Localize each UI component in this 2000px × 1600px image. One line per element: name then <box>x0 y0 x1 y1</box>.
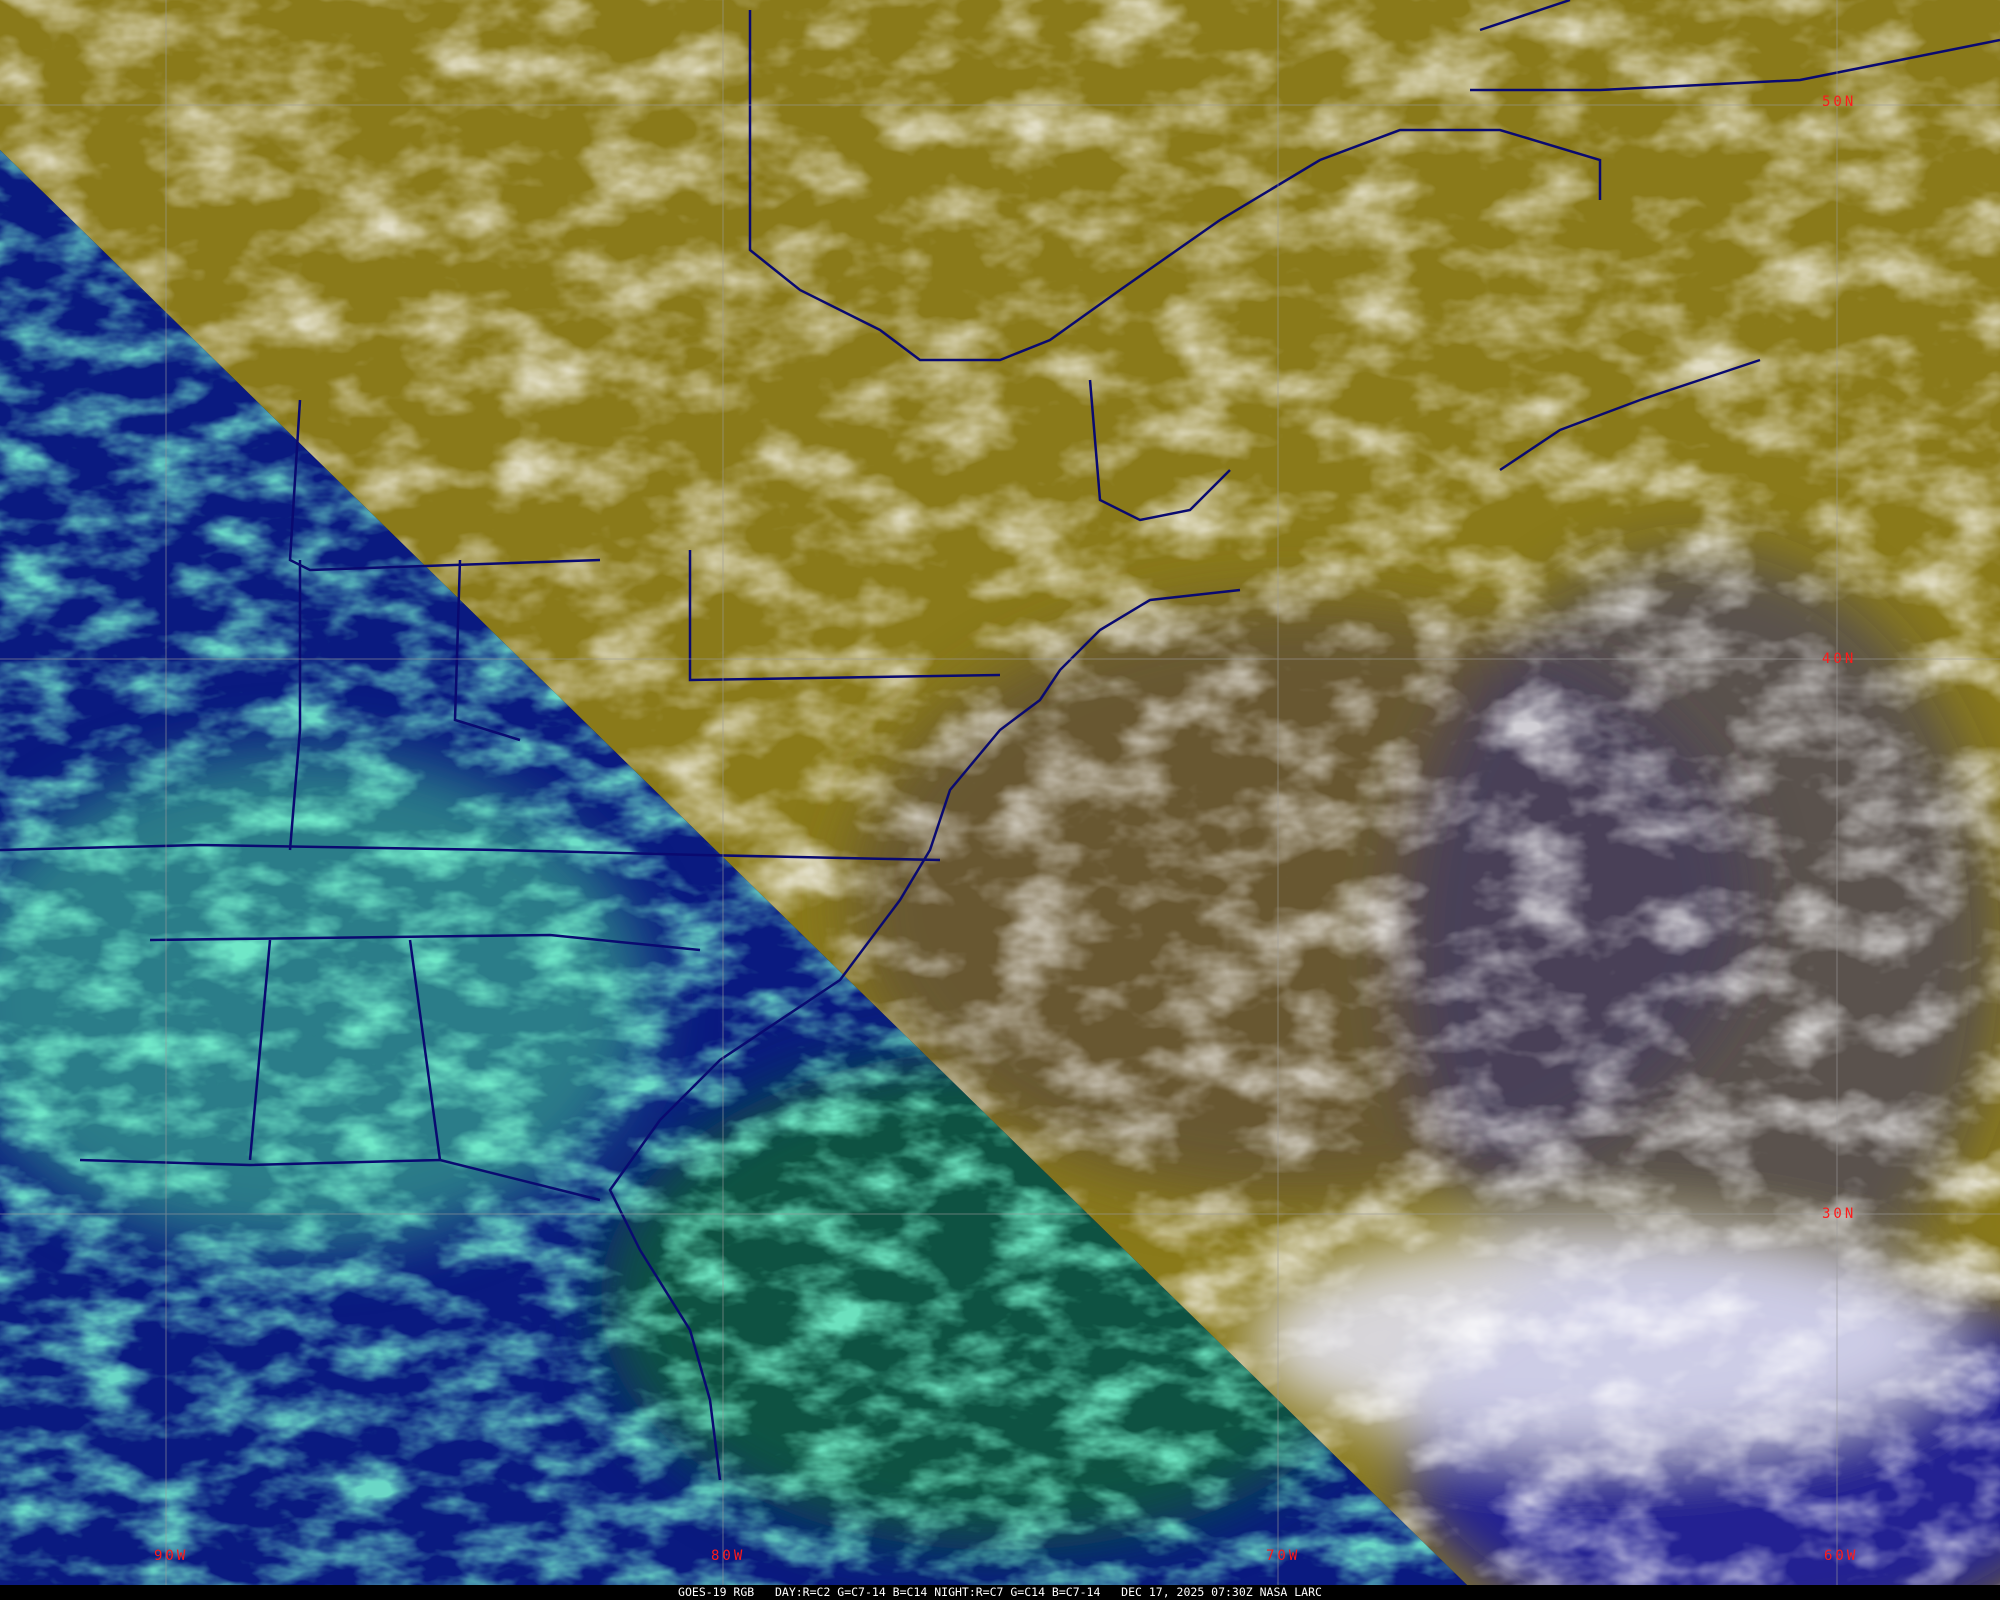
lon-label-70w: 70W <box>1266 1548 1301 1564</box>
lon-label-80w: 80W <box>711 1548 746 1564</box>
coastlines-and-borders <box>0 0 2000 1481</box>
image-caption: GOES-19 RGB DAY:R=C2 G=C7-14 B=C14 NIGHT… <box>0 1585 2000 1600</box>
lat-label-40n: 40N <box>1822 651 1857 667</box>
lat-label-50n: 50N <box>1822 94 1857 110</box>
lon-label-60w: 60W <box>1824 1548 1859 1564</box>
lat-label-30n: 30N <box>1822 1206 1857 1222</box>
lon-label-90w: 90W <box>154 1548 189 1564</box>
